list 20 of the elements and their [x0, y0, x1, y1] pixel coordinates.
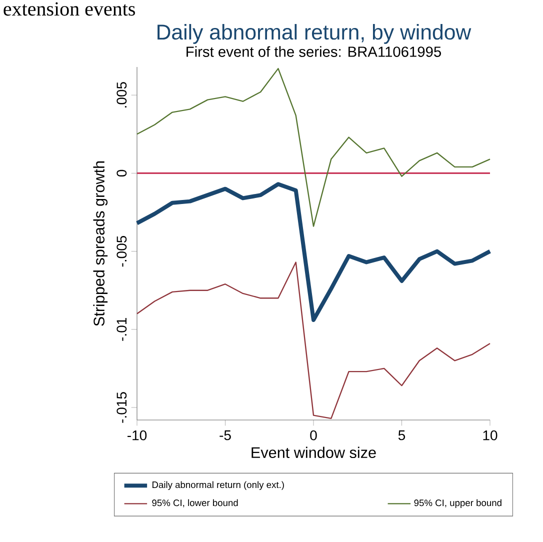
x-axis-title: Event window size	[252, 446, 376, 458]
y-tick-label: -.015	[116, 392, 127, 423]
x-tick-label: 10	[483, 430, 498, 440]
y-axis-title: Stripped spreads growth	[93, 161, 108, 326]
x-tick-label: -5	[220, 430, 231, 440]
legend-label: 95% CI, lower bound	[152, 499, 238, 508]
y-tick-label: -.005	[116, 236, 127, 267]
x-tick-label: 0	[310, 430, 317, 440]
legend-label: Daily abnormal return (only ext.)	[152, 481, 284, 490]
y-tick-label: -.01	[116, 318, 127, 341]
line-series	[135, 182, 492, 322]
x-tick-label: 5	[398, 430, 406, 440]
y-tick-label: .005	[116, 82, 127, 108]
y-tick-label: 0	[116, 170, 127, 177]
x-tick-label: -10	[128, 430, 147, 440]
legend-label: 95% CI, upper bound	[414, 499, 502, 508]
chart-subtitle: First event of the series: BRA11061995	[186, 46, 441, 57]
text: extension events	[4, 2, 135, 16]
chart-title: Daily abnormal return, by window	[158, 24, 472, 44]
line-series	[136, 68, 491, 227]
